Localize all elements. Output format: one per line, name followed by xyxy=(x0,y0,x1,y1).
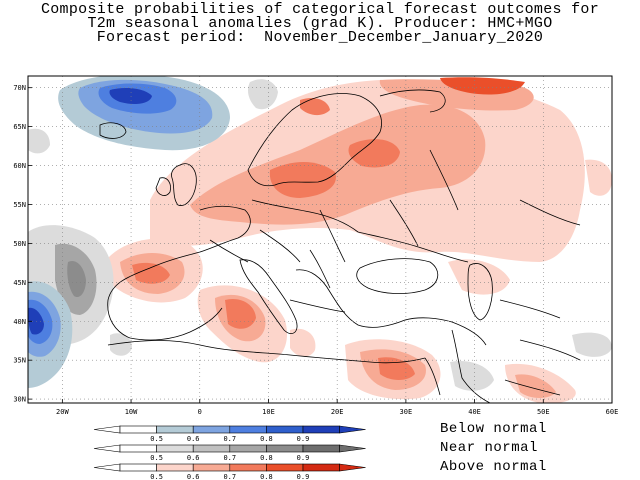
lat-tick-label: 60N xyxy=(13,162,26,170)
legend-below-normal-label: Below normal xyxy=(440,421,547,437)
legend-near-tick-label: 0.7 xyxy=(223,454,236,462)
legend-above-swatch xyxy=(156,463,194,472)
map-title-line-1: Composite probabilities of categorical f… xyxy=(40,1,600,18)
legend-near-tick-label: 0.8 xyxy=(260,454,273,462)
legend-above-swatch xyxy=(119,463,157,472)
legend-below-swatch xyxy=(229,425,267,434)
lat-tick-label: 30N xyxy=(13,396,26,404)
lat-tick-label: 65N xyxy=(13,123,26,131)
legend-below-right-arrow xyxy=(339,425,366,434)
legend-above-swatch xyxy=(192,463,231,472)
above-normal-field-80 xyxy=(440,77,525,95)
legend-above-tick-label: 0.8 xyxy=(260,473,273,480)
legend-near-swatch xyxy=(302,444,340,453)
legend-near-left-arrow xyxy=(93,444,121,453)
lon-tick-label: 20E xyxy=(331,408,344,416)
legend-below-swatch xyxy=(192,425,231,434)
lon-tick-label: 10E xyxy=(262,408,275,416)
legend-above-swatch xyxy=(229,463,267,472)
lon-tick-label: 0 xyxy=(198,408,202,416)
legend-below-tick-label: 0.9 xyxy=(297,435,310,443)
lat-tick-label: 50N xyxy=(13,240,26,248)
lon-tick-label: 50E xyxy=(537,408,550,416)
map-frame xyxy=(27,75,613,404)
legend-above-left-arrow xyxy=(93,463,121,472)
legend-above-right-arrow xyxy=(339,463,366,472)
legend-below-left-arrow xyxy=(93,425,121,434)
legend-above-tick-label: 0.6 xyxy=(187,473,200,480)
legend-below-tick-label: 0.7 xyxy=(223,435,236,443)
lat-tick-label: 55N xyxy=(13,201,26,209)
lon-tick-label: 20W xyxy=(56,408,69,416)
legend-above-swatch xyxy=(266,463,304,472)
lon-tick-label: 40E xyxy=(468,408,481,416)
lat-tick-label: 40N xyxy=(13,318,26,326)
lon-tick-label: 30E xyxy=(400,408,413,416)
legend-near-swatch xyxy=(192,444,231,453)
legend-above-swatch xyxy=(302,463,340,472)
near-normal-field-80 xyxy=(67,260,86,298)
legend-below-tick-label: 0.5 xyxy=(150,435,163,443)
probability-fields xyxy=(28,76,612,403)
legend-near-swatch xyxy=(266,444,304,453)
legend-near-tick-label: 0.5 xyxy=(150,454,163,462)
legend-colorbars: 0.5 0.6 0.7 0.8 0.9 0.5 0.6 0.7 0.8 0.9 0.5 0.6 0.7 0… xyxy=(93,425,366,480)
latitude-labels: 70N 65N 60N 55N 50N 45N 40N 35N 30N xyxy=(13,84,32,404)
legend-above-tick-label: 0.7 xyxy=(223,473,236,480)
legend-near-swatch xyxy=(119,444,157,453)
legend-near-swatch xyxy=(229,444,267,453)
legend-below-tick-label: 0.8 xyxy=(260,435,273,443)
legend-near-swatch xyxy=(156,444,194,453)
legend-below-swatch xyxy=(156,425,194,434)
legend-near-tick-label: 0.9 xyxy=(297,454,310,462)
legend-near-normal-label: Near normal xyxy=(440,440,538,456)
coastlines xyxy=(99,89,581,403)
legend-near-right-arrow xyxy=(339,444,366,453)
legend-below-swatch xyxy=(302,425,340,434)
legend-above-normal-label: Above normal xyxy=(440,459,547,475)
map-title-line-3: Forecast period: November_December_Janua… xyxy=(96,29,544,46)
lat-tick-label: 45N xyxy=(13,279,26,287)
legend-below-tick-label: 0.6 xyxy=(187,435,200,443)
above-normal-field-70 xyxy=(132,98,415,380)
legend-above-tick-label: 0.5 xyxy=(150,473,163,480)
lat-tick-label: 70N xyxy=(13,84,26,92)
legend-below-swatch xyxy=(266,425,304,434)
lat-tick-label: 35N xyxy=(13,357,26,365)
gridlines xyxy=(28,76,613,403)
map-title-line-2: T2m seasonal anomalies (grad K). Produce… xyxy=(87,15,553,32)
legend-below-swatch xyxy=(119,425,157,434)
longitude-labels: 20W 10W 0 10E 20E 30E 40E 50E 60E xyxy=(56,399,618,416)
lon-tick-label: 10W xyxy=(125,408,138,416)
legend-above-tick-label: 0.9 xyxy=(297,473,310,480)
legend-near-tick-label: 0.6 xyxy=(187,454,200,462)
lon-tick-label: 60E xyxy=(606,408,619,416)
